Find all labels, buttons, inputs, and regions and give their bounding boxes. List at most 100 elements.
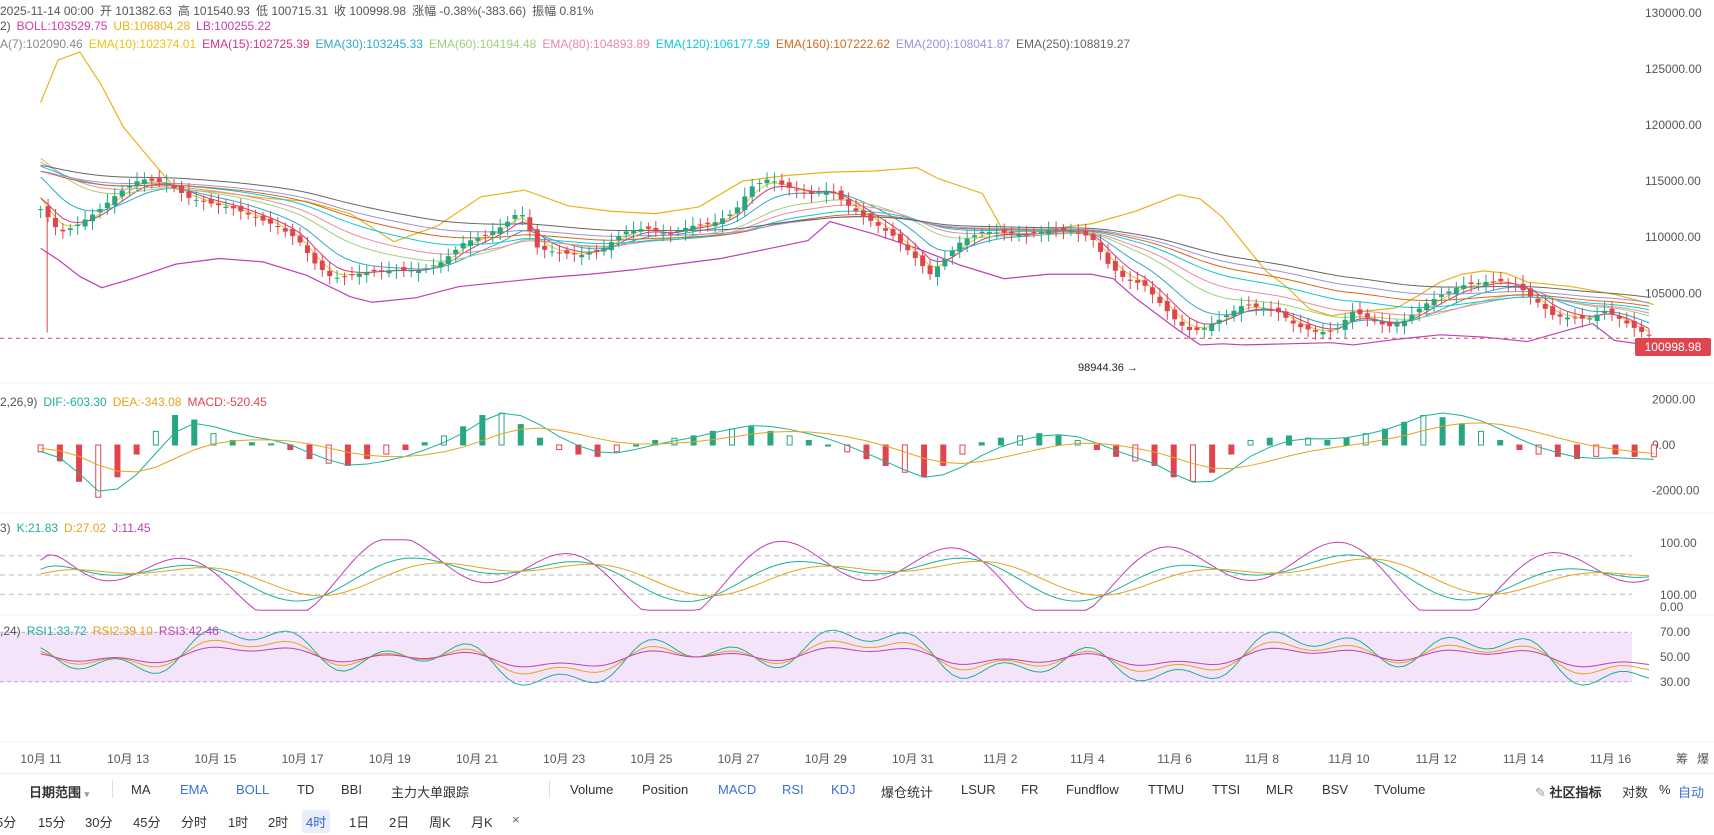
date-axis-label: 11月 10 — [1328, 752, 1369, 766]
candle-body — [342, 276, 348, 278]
candle-body — [334, 277, 340, 279]
date-axis-label: 11月 8 — [1245, 752, 1280, 766]
timeframe-1h[interactable]: 1时 — [228, 815, 249, 830]
candle-body — [579, 255, 585, 258]
candle-body — [749, 186, 755, 197]
boll-legend-item: UB:106804.28 — [113, 19, 191, 33]
candle-body — [549, 251, 555, 253]
candle-body — [1579, 315, 1585, 319]
candle-body — [682, 227, 688, 232]
overlay-td[interactable]: TD — [297, 782, 315, 797]
date-axis-label: 11月 16 — [1590, 752, 1631, 766]
candle-body — [942, 258, 948, 267]
timeframe-2d[interactable]: 2日 — [389, 815, 410, 830]
candle-body — [141, 179, 147, 185]
candle-body — [645, 226, 651, 229]
timeframe-timeshare[interactable]: 分时 — [181, 815, 208, 830]
macd-bar — [1439, 417, 1446, 446]
timeframe-weekly[interactable]: 周K — [429, 815, 451, 830]
macd-bar — [1516, 444, 1523, 451]
toolbar-divider — [112, 780, 113, 798]
candle-body — [1068, 230, 1074, 233]
indicator-kdj[interactable]: KDJ — [831, 782, 856, 797]
candle-body — [808, 191, 814, 194]
candle-body — [445, 256, 451, 265]
timeframe-2h[interactable]: 2时 — [268, 815, 289, 830]
candle-body — [45, 206, 51, 218]
close-icon[interactable]: × — [512, 812, 520, 827]
macd-axis-label: 2000.00 — [1652, 393, 1696, 407]
log-scale-toggle[interactable]: 对数 — [1622, 785, 1649, 800]
indicator-ttmu[interactable]: TTMU — [1148, 782, 1185, 797]
overlay-bbi[interactable]: BBI — [341, 782, 362, 797]
candlestick-chart[interactable]: 130000.00 125000.00 120000.00 115000.00 1100… — [0, 0, 1714, 772]
candle-body — [1565, 317, 1571, 320]
timeframe-15m[interactable]: 15分 — [38, 815, 66, 830]
candle-body — [801, 192, 807, 194]
timeframe-4h[interactable]: 4时 — [302, 810, 331, 833]
timeframe-monthly[interactable]: 月K — [471, 815, 493, 830]
candle-body — [201, 200, 207, 202]
candle-body — [119, 190, 125, 197]
candle-body — [1135, 280, 1141, 283]
macd-bar — [1631, 444, 1638, 457]
indicator-lsur[interactable]: LSUR — [961, 782, 996, 797]
indicator-volume[interactable]: Volume — [570, 782, 614, 797]
candle-body — [423, 268, 429, 270]
candle-body — [1149, 287, 1155, 295]
macd-bar — [959, 444, 966, 455]
indicator-position[interactable]: Position — [642, 782, 689, 797]
indicator-tvolume[interactable]: TVolume — [1374, 782, 1426, 797]
candle-body — [534, 229, 540, 248]
date-axis-label: 10月 21 — [456, 752, 498, 766]
candle-body — [186, 191, 192, 198]
overlay-ma[interactable]: MA — [131, 782, 151, 797]
edit-icon: ✎ — [1535, 785, 1546, 800]
candle-body — [356, 273, 362, 277]
candle-body — [319, 260, 325, 270]
candle-body — [734, 207, 740, 214]
overlay-whale-tracking[interactable]: 主力大单跟踪 — [391, 785, 470, 800]
timeframe-1d[interactable]: 1日 — [349, 815, 370, 830]
candle-body — [208, 198, 214, 204]
indicator-bsv[interactable]: BSV — [1322, 782, 1349, 797]
indicator-mlr[interactable]: MLR — [1266, 782, 1294, 797]
candle-body — [490, 231, 496, 236]
indicator-fundflow[interactable]: Fundflow — [1066, 782, 1119, 797]
candle-body — [1016, 234, 1022, 237]
indicator-macd[interactable]: MACD — [718, 782, 757, 797]
indicator-liquidation-stats[interactable]: 爆仓统计 — [881, 785, 934, 800]
indicator-fr[interactable]: FR — [1021, 782, 1039, 797]
timeframe-5m[interactable]: 5分 — [0, 815, 17, 830]
date-axis-label: 11月 14 — [1503, 752, 1544, 766]
timeframe-45m[interactable]: 45分 — [133, 815, 161, 830]
candle-body — [1461, 285, 1467, 289]
candle-body — [1060, 228, 1066, 231]
indicator-rsi[interactable]: RSI — [782, 782, 804, 797]
candle-body — [697, 224, 703, 226]
candle-body — [1120, 270, 1126, 277]
auto-scale-toggle[interactable]: 自动 — [1678, 785, 1705, 800]
community-indicators-button[interactable]: ✎ 社区指标 — [1535, 782, 1602, 801]
timeframe-30m[interactable]: 30分 — [85, 815, 113, 830]
candle-body — [1490, 281, 1496, 283]
candle-body — [349, 274, 355, 276]
overlay-boll[interactable]: BOLL — [236, 782, 270, 797]
candle-body — [193, 199, 199, 201]
candle-body — [571, 253, 577, 255]
candle-body — [267, 218, 273, 224]
candle-body — [1476, 282, 1482, 284]
price-axis-label: 120000.00 — [1645, 118, 1702, 132]
overlay-ema[interactable]: EMA — [180, 782, 209, 797]
boll-legend-item: LB:100255.22 — [196, 19, 271, 33]
indicator-ttsi[interactable]: TTSI — [1212, 782, 1241, 797]
candle-body — [986, 231, 992, 234]
macd-bar — [1324, 439, 1331, 446]
candle-body — [38, 209, 44, 211]
date-range-button[interactable]: 日期范围 ▾ — [29, 782, 89, 801]
macd-bar — [133, 444, 140, 455]
macd-bar — [421, 442, 428, 446]
kdj-axis-label: 100.00 — [1660, 536, 1697, 550]
percent-scale-toggle[interactable]: % — [1659, 782, 1671, 797]
corner-label: 爆 — [1697, 752, 1709, 766]
